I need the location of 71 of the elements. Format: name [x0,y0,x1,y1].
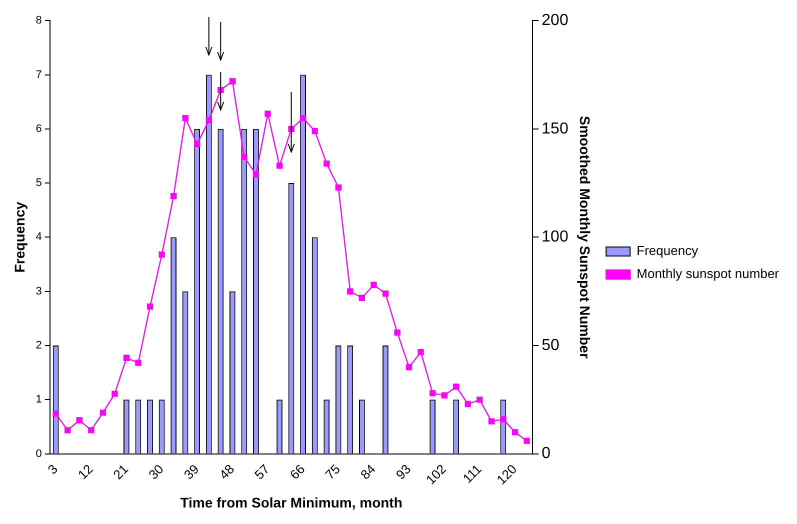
point [335,184,342,190]
point [135,360,142,366]
y-tick-label: 4 [36,231,42,244]
point [347,288,354,294]
x-tick-label: 84 [358,461,378,482]
point [276,162,283,169]
point [476,396,483,403]
y-tick-label: 1 [36,394,42,406]
point [324,160,330,167]
point [123,354,130,361]
x-tick-label: 39 [180,461,202,482]
point [182,115,188,122]
point [441,392,448,398]
x-tick-label: 12 [74,461,96,482]
y-axis-title: Frequency [11,202,28,273]
y-tick-label: 0 [36,448,42,460]
y2-tick-label: 150 [542,120,568,138]
point [170,192,177,200]
x-tick-label: 93 [392,461,414,482]
legend-label: Frequency [636,243,699,258]
x-tick-label: 75 [322,461,344,482]
point [418,348,424,356]
point [229,78,236,84]
point [52,410,59,417]
x-tick-label: 21 [110,461,132,482]
point [358,294,366,301]
y2-tick-label: 0 [542,445,551,462]
point [512,429,518,436]
x-tick-label: 48 [216,461,238,482]
y2-axis-title: Smoothed Monthly Sunspot Number [576,116,593,360]
y-tick-label: 7 [36,68,42,81]
y-tick-label: 2 [36,340,42,352]
point [206,117,212,124]
x-tick-label: 66 [286,461,308,482]
x-tick-label: 57 [252,461,272,482]
point [112,390,118,397]
point [500,416,506,422]
point [370,282,377,288]
point [453,384,460,390]
point [300,115,306,122]
x-tick-label: 30 [146,461,166,482]
y2-tick-label: 100 [542,228,568,246]
point [264,110,271,117]
point [158,251,165,258]
legend-label: Monthly sunspot number [636,266,780,282]
point [88,427,94,434]
point [100,410,106,416]
point [241,154,248,160]
point [76,417,82,424]
point [394,329,400,336]
y-tick-label: 3 [36,285,42,298]
y-tick-label: 5 [36,177,42,190]
y-tick-label: 6 [36,122,42,135]
point [406,364,412,370]
y2-tick-label: 200 [542,12,568,30]
point [312,128,318,134]
point [382,290,389,297]
y-tick-label: 8 [36,14,42,27]
point [146,303,154,310]
x-tick-label: 120 [494,461,520,488]
point [430,390,436,396]
point [194,140,200,148]
point [464,400,471,408]
y2-tick-label: 50 [542,336,560,354]
point [488,418,495,424]
point [64,427,71,434]
x-tick-label: 102 [423,461,449,488]
x-tick-label: 111 [460,461,484,486]
x-axis-title: Time from Solar Minimum, month [180,494,402,510]
point [524,438,530,444]
point [252,171,260,178]
